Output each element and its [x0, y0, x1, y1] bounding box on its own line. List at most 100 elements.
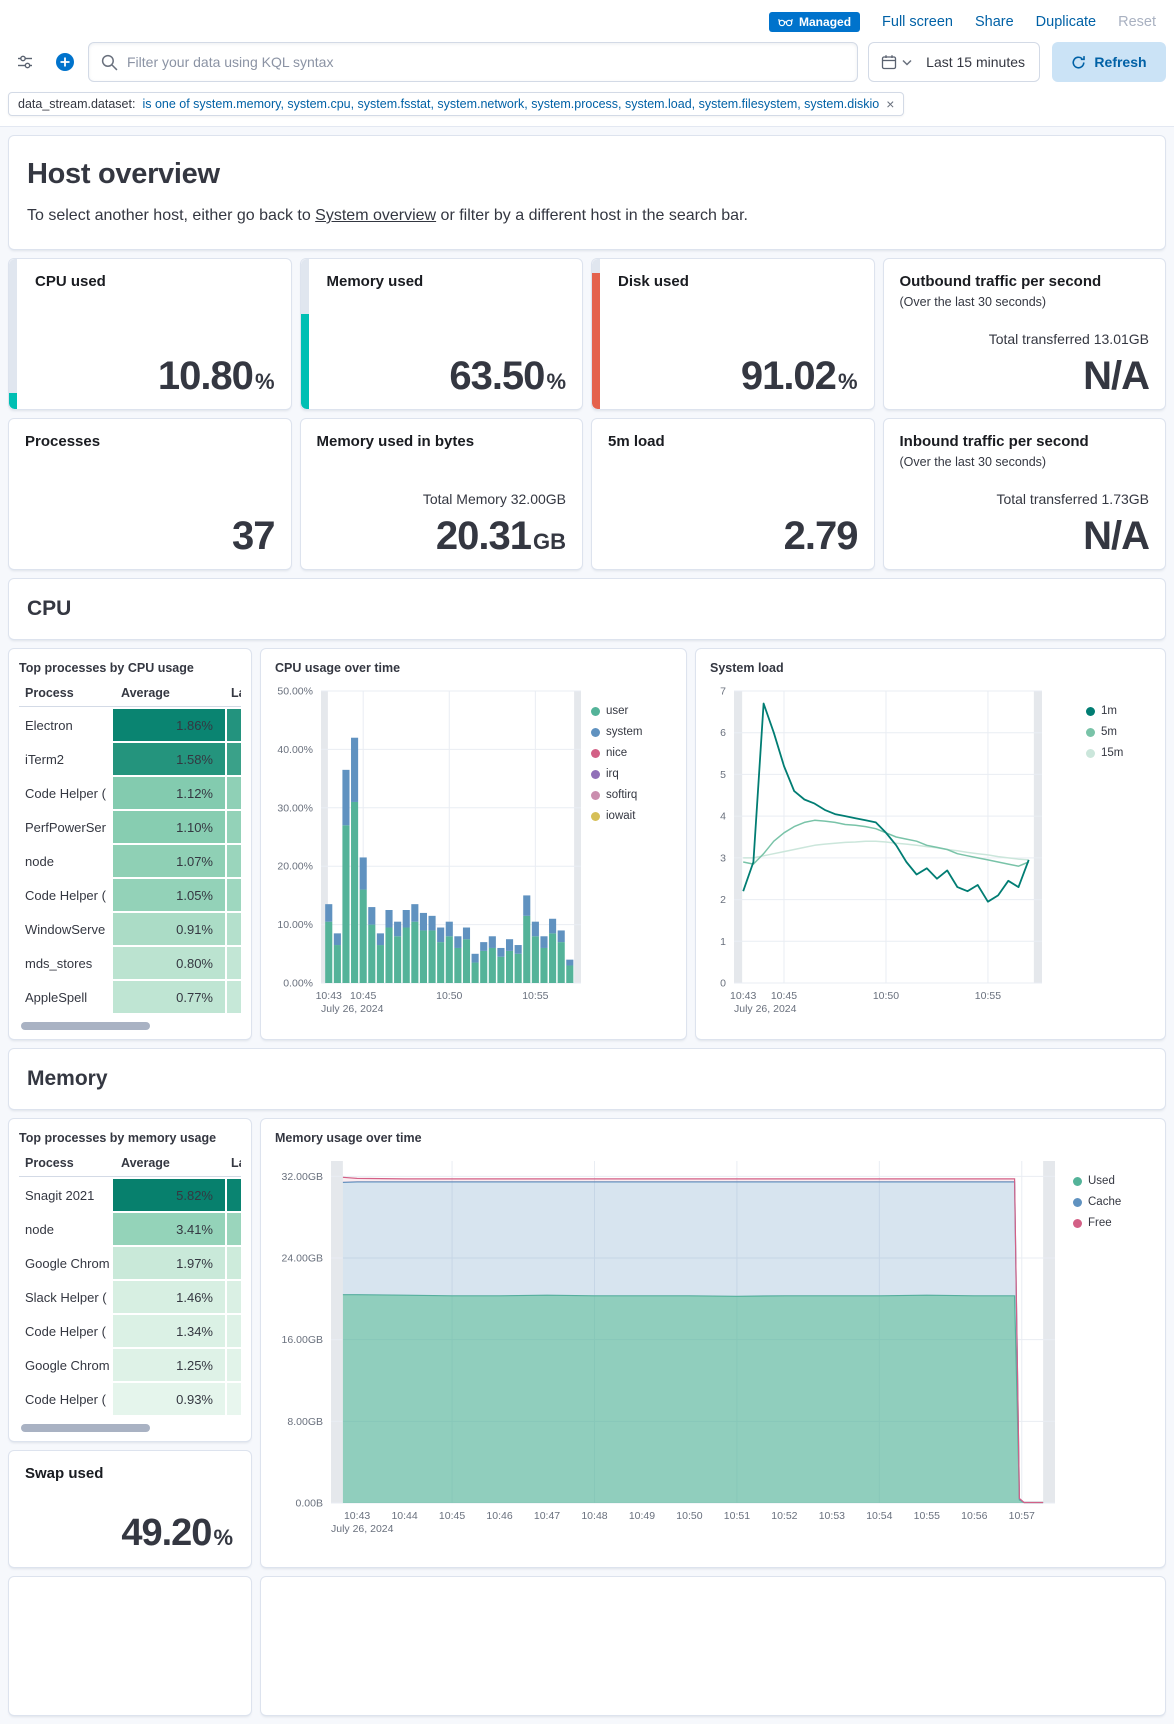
svg-text:July 26, 2024: July 26, 2024	[734, 1003, 797, 1015]
panel-title: CPU usage over time	[275, 661, 401, 675]
svg-text:40.00%: 40.00%	[277, 744, 313, 756]
page-title: Host overview	[27, 158, 220, 190]
search-input[interactable]	[89, 43, 858, 81]
scrollbar-thumb[interactable]	[21, 1424, 150, 1432]
svg-text:July 26, 2024: July 26, 2024	[321, 1003, 384, 1015]
svg-text:0.00B: 0.00B	[296, 1498, 323, 1510]
metric-number: 49.20	[121, 1512, 212, 1554]
filter-pill[interactable]: data_stream.dataset: is one of system.me…	[8, 92, 905, 116]
share-link[interactable]: Share	[974, 14, 1014, 30]
column-header[interactable]: Process	[25, 686, 74, 700]
filter-toggle-button[interactable]	[8, 43, 42, 81]
gauge-fill	[9, 392, 17, 409]
column-header[interactable]: Last	[231, 686, 241, 700]
svg-text:10:45: 10:45	[439, 1510, 465, 1522]
legend-label: 5m	[1101, 726, 1117, 738]
column-header[interactable]: Average	[121, 686, 170, 700]
last-cell	[227, 777, 241, 809]
last-cell	[227, 913, 241, 945]
svg-text:10:49: 10:49	[629, 1510, 655, 1522]
legend-item[interactable]: irq	[591, 768, 649, 780]
metric-unit: %	[213, 1525, 233, 1550]
metric-value: N/A	[1083, 514, 1150, 559]
legend-dot	[1086, 748, 1095, 758]
host-overview-panel: Host overview To select another host, ei…	[8, 135, 1166, 250]
legend-label: Used	[1088, 1175, 1115, 1187]
table-row: mds_stores 0.80%	[19, 947, 241, 979]
metric-grid: CPU used 10.80% Memory used 63.50% Disk …	[8, 258, 1166, 570]
legend-label: iowait	[606, 810, 636, 822]
description-suffix: or filter by a different host in the sea…	[436, 207, 748, 224]
average-cell: 1.86%	[113, 709, 225, 741]
remove-filter-icon[interactable]: ×	[886, 96, 895, 112]
process-name-cell: node	[25, 853, 54, 869]
legend-item[interactable]: Free	[1073, 1217, 1131, 1229]
metric-card-memory-bytes: Memory used in bytes Total Memory 32.00G…	[299, 418, 583, 570]
svg-text:July 26, 2024: July 26, 2024	[331, 1523, 394, 1535]
svg-text:0: 0	[720, 978, 726, 990]
average-cell: 5.82%	[113, 1179, 225, 1211]
process-name-cell: Code Helper (	[25, 1323, 106, 1339]
legend-item[interactable]: 15m	[1086, 747, 1144, 759]
duplicate-link[interactable]: Duplicate	[1035, 14, 1097, 30]
table-row: Slack Helper (1.46%	[19, 1281, 241, 1313]
table-row: Google Chrom 1.25%	[19, 1349, 241, 1381]
legend-dot	[591, 811, 600, 821]
average-cell: 3.41%	[113, 1213, 225, 1245]
column-header[interactable]: Average	[121, 1156, 170, 1170]
metric-title: Inbound traffic per second	[899, 433, 1089, 450]
legend-item[interactable]: iowait	[591, 810, 649, 822]
metric-card-processes: Processes 37	[8, 418, 292, 570]
reset-link[interactable]: Reset	[1118, 14, 1156, 30]
column-header[interactable]: Last	[231, 1156, 241, 1170]
svg-text:3: 3	[720, 852, 726, 864]
date-picker-button[interactable]	[869, 43, 922, 81]
table-row: iTerm2 1.58%	[19, 743, 241, 775]
svg-text:10:50: 10:50	[436, 990, 462, 1002]
column-header[interactable]: Process	[25, 1156, 74, 1170]
filter-bar: data_stream.dataset: is one of system.me…	[0, 88, 1174, 126]
managed-badge-label: Managed	[799, 15, 852, 29]
average-cell: 1.07%	[113, 845, 225, 877]
memory-section-header: Memory	[8, 1048, 1166, 1110]
metric-number: N/A	[1083, 514, 1150, 558]
metric-number: 91.02	[740, 354, 837, 398]
metric-card-5m-load: 5m load 2.79	[591, 418, 875, 570]
metric-title: Outbound traffic per second	[899, 273, 1102, 290]
svg-text:30.00%: 30.00%	[277, 802, 313, 814]
refresh-button[interactable]: Refresh	[1052, 42, 1166, 82]
cpu-used-gauge	[9, 259, 17, 409]
legend-item[interactable]: 1m	[1086, 705, 1144, 717]
time-range-display[interactable]: Last 15 minutes	[926, 54, 1025, 70]
scrollbar-thumb[interactable]	[21, 1022, 150, 1030]
last-cell	[227, 1315, 241, 1347]
add-filter-button[interactable]	[48, 43, 82, 81]
svg-text:10:52: 10:52	[771, 1510, 797, 1522]
memory-usage-chart: 0.00B 8.00GB 16.00GB 24.00GB 32.00GB 10:43 10:…	[282, 1161, 1055, 1535]
full-screen-link[interactable]: Full screen	[882, 14, 953, 30]
cutoff-panel	[8, 1576, 252, 1716]
svg-text:10:43: 10:43	[316, 990, 342, 1002]
svg-text:10:57: 10:57	[1009, 1510, 1035, 1522]
panel-title: Top processes by memory usage	[19, 1131, 217, 1145]
legend-item[interactable]: user	[591, 705, 649, 717]
legend-item[interactable]: softirq	[591, 789, 649, 801]
process-name-cell: Slack Helper (	[25, 1289, 107, 1305]
legend-item[interactable]: nice	[591, 747, 649, 759]
refresh-icon	[1072, 55, 1086, 69]
legend-item[interactable]: 5m	[1086, 726, 1144, 738]
metric-title: Memory used in bytes	[316, 433, 475, 450]
legend-label: nice	[606, 747, 628, 759]
metric-subtitle: (Over the last 30 seconds)	[899, 455, 1047, 469]
legend-item[interactable]: Cache	[1073, 1196, 1131, 1208]
last-cell	[227, 709, 241, 741]
process-name-cell: Google Chrom	[25, 1357, 110, 1373]
system-overview-link[interactable]: System overview	[315, 207, 437, 224]
table-header: Process Average Last	[19, 1149, 241, 1177]
cutoff-panel	[260, 1576, 1166, 1716]
legend-dot	[1073, 1197, 1082, 1207]
legend-item[interactable]: system	[591, 726, 649, 738]
managed-badge[interactable]: Managed	[769, 12, 861, 32]
table-row: Code Helper (1.34%	[19, 1315, 241, 1347]
legend-item[interactable]: Used	[1073, 1175, 1131, 1187]
